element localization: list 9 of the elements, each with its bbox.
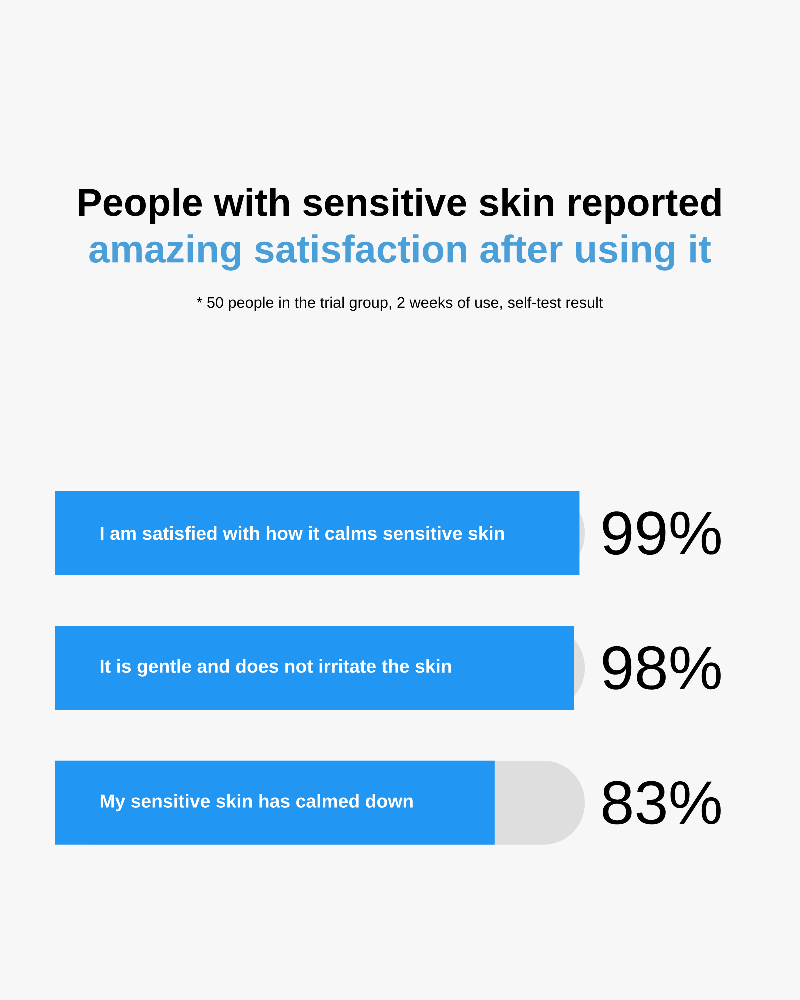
chart-title: People with sensitive skin reported	[79, 188, 721, 224]
data-label: 98%	[603, 646, 721, 690]
data-label: 83%	[603, 781, 721, 825]
y-tick-label: It is gentle and does not irritate the skin	[100, 659, 452, 677]
data-label: 99%	[603, 512, 721, 556]
text: * 50 people in the trial group, 2 weeks of use, self-test result	[196, 296, 604, 312]
y-tick-label: My sensitive skin has calmed down	[100, 794, 413, 812]
chart-subtitle: amazing satisfaction after using it	[90, 234, 712, 271]
y-tick-label: I am satisfied with how it calms sensitive skin	[100, 526, 504, 540]
